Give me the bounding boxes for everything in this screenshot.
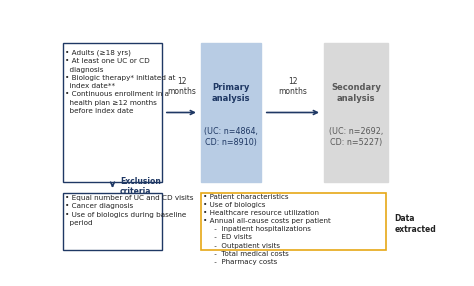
- Text: (UC: n=2692,
CD: n=5227): (UC: n=2692, CD: n=5227): [329, 127, 383, 147]
- Text: 12
months: 12 months: [167, 77, 196, 96]
- Text: 12
months: 12 months: [278, 77, 307, 96]
- FancyBboxPatch shape: [324, 43, 388, 182]
- Text: Secondary
analysis: Secondary analysis: [331, 83, 381, 103]
- FancyBboxPatch shape: [63, 43, 162, 182]
- FancyBboxPatch shape: [201, 193, 386, 250]
- Text: • Equal number of UC and CD visits
• Cancer diagnosis
• Use of biologics during : • Equal number of UC and CD visits • Can…: [65, 195, 193, 226]
- FancyBboxPatch shape: [63, 193, 162, 250]
- Text: Data
extracted: Data extracted: [394, 214, 436, 234]
- FancyBboxPatch shape: [201, 43, 261, 182]
- Text: • Adults (≥18 yrs)
• At least one UC or CD
  diagnosis
• Biologic therapy* initi: • Adults (≥18 yrs) • At least one UC or …: [65, 50, 176, 114]
- Text: Primary
analysis: Primary analysis: [212, 83, 250, 103]
- Text: Exclusion
criteria: Exclusion criteria: [120, 176, 161, 196]
- Text: • Patient characteristics
• Use of biologics
• Healthcare resource utilization
•: • Patient characteristics • Use of biolo…: [202, 194, 330, 265]
- Text: (UC: n=4864,
CD: n=8910): (UC: n=4864, CD: n=8910): [204, 127, 258, 147]
